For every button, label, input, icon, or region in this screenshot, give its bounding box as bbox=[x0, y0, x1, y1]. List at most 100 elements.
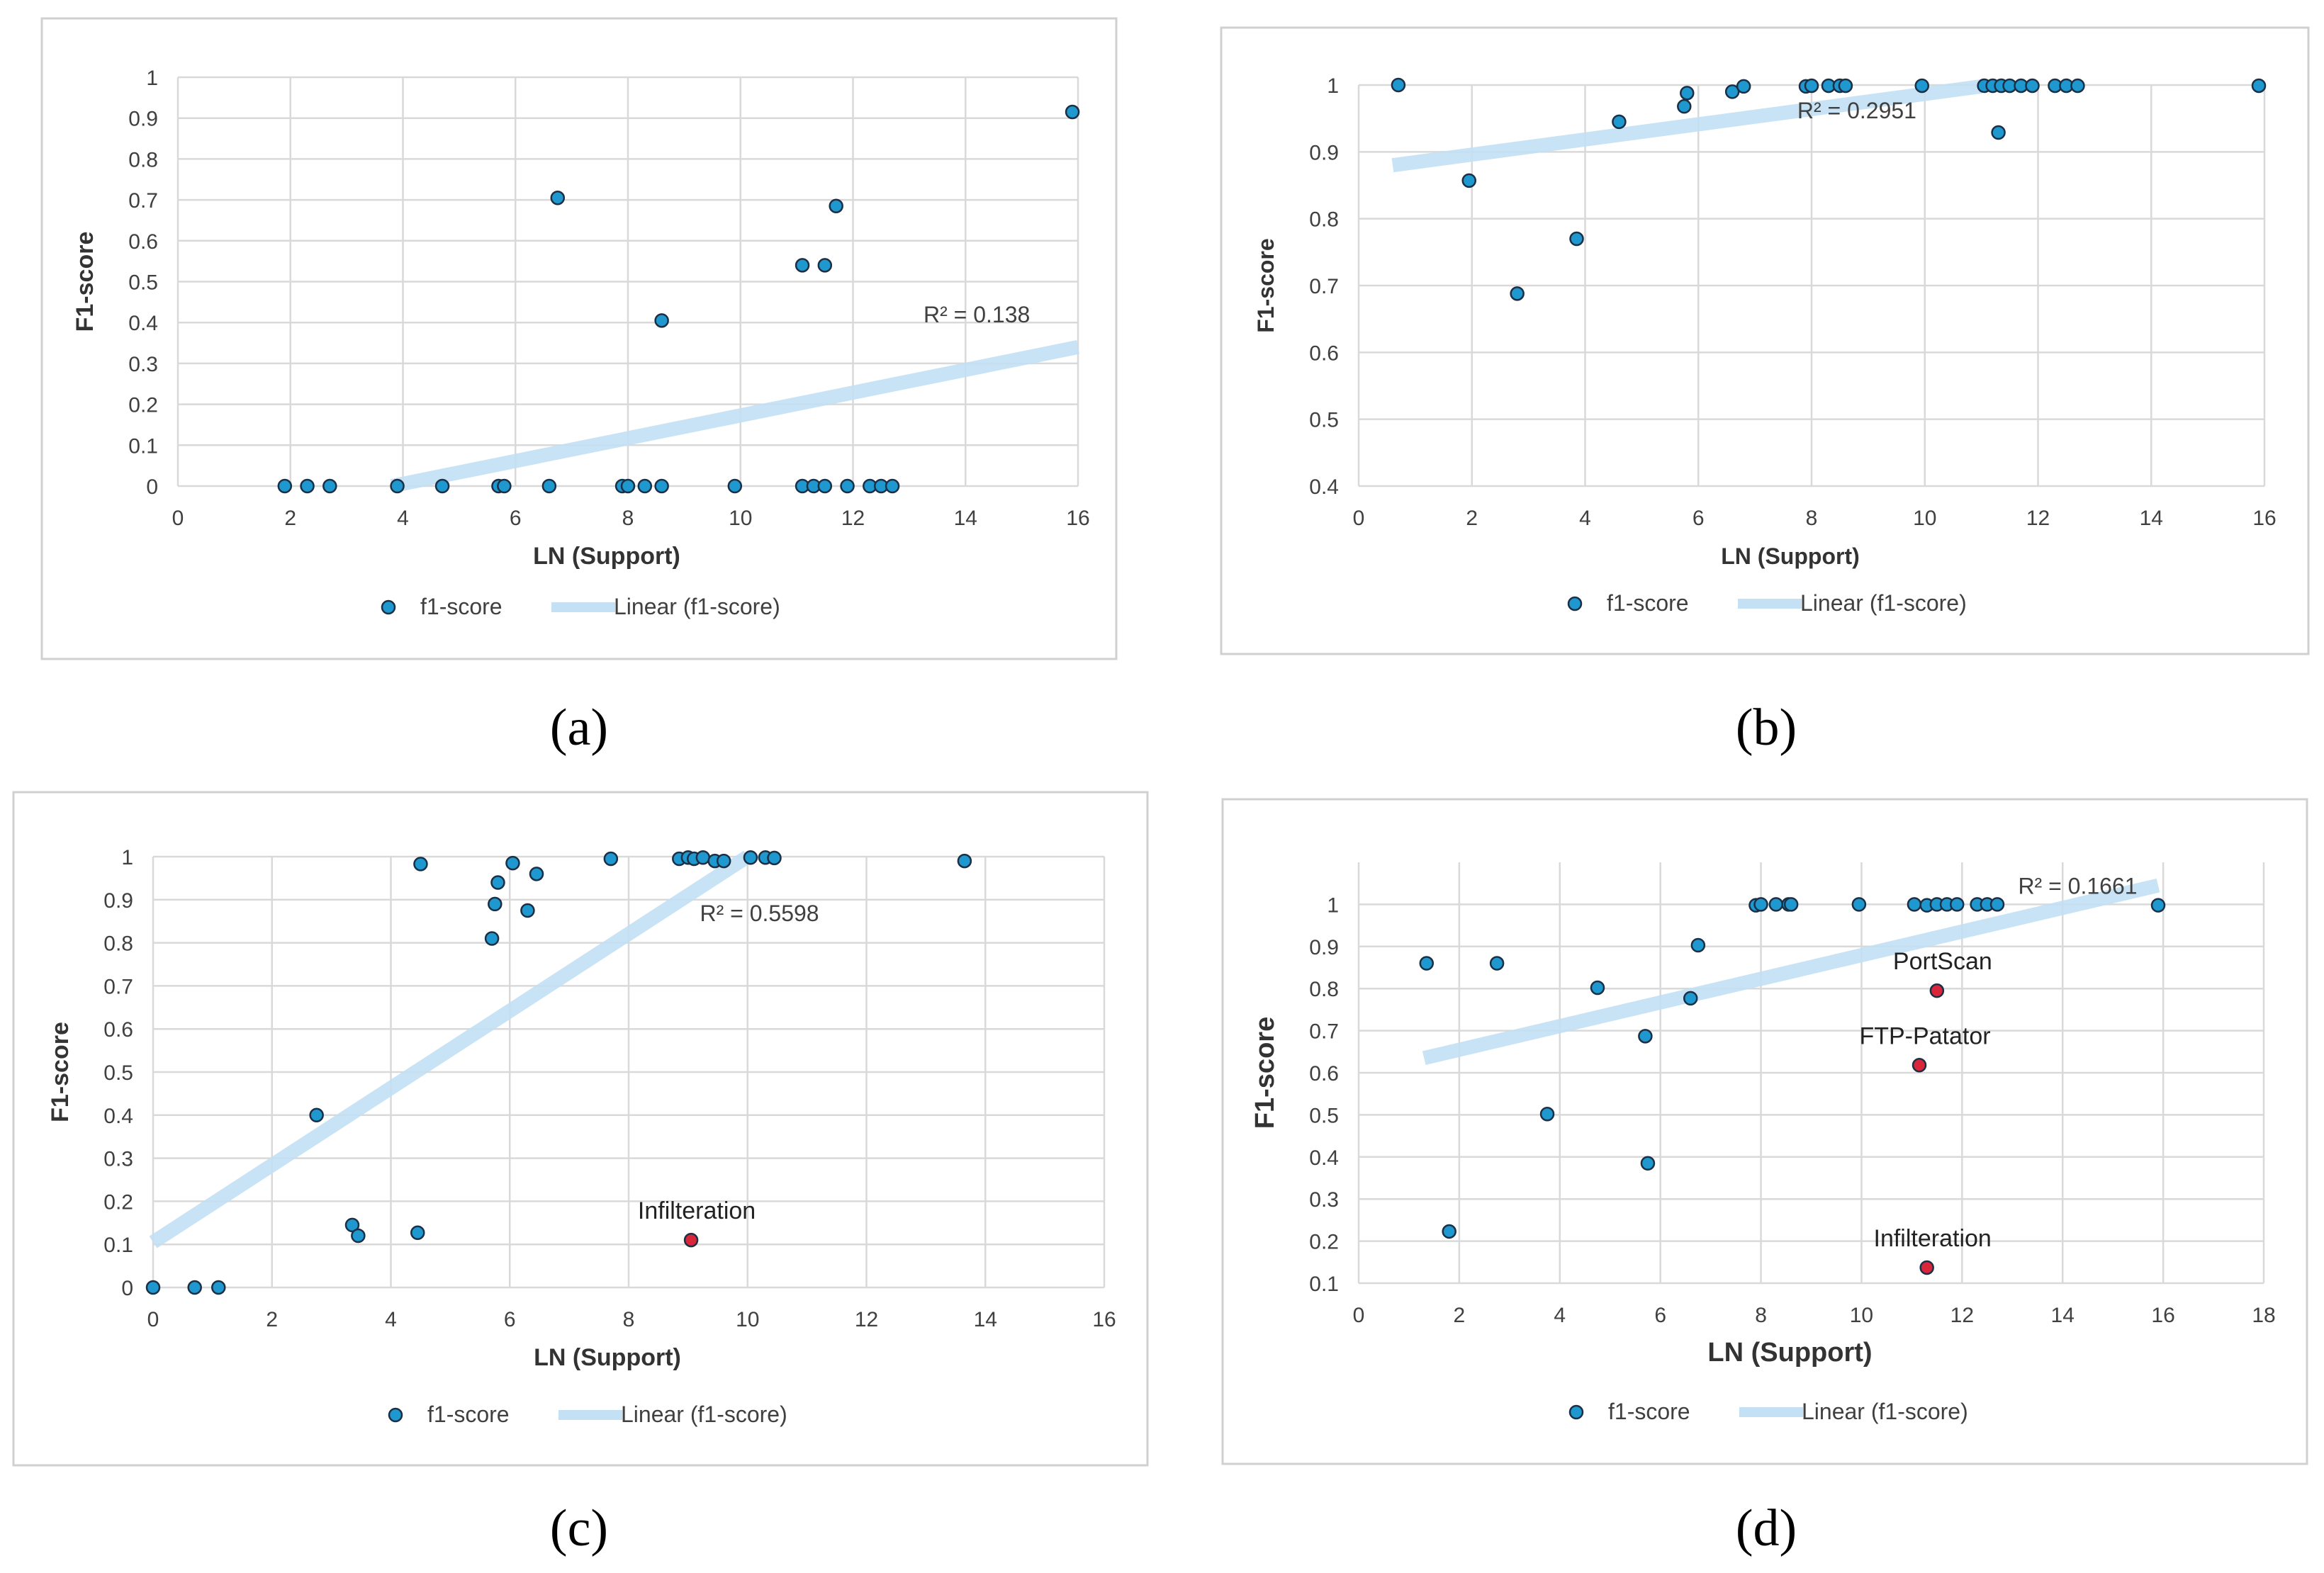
y-axis-label: F1-score bbox=[1253, 238, 1279, 332]
caption-c: (c) bbox=[549, 1499, 609, 1557]
x-tick-label: 8 bbox=[623, 1308, 635, 1331]
data-point bbox=[541, 478, 557, 494]
x-tick-label: 4 bbox=[1579, 507, 1591, 530]
data-point bbox=[1461, 173, 1477, 188]
data-point bbox=[1683, 991, 1698, 1006]
x-tick-label: 8 bbox=[1755, 1304, 1767, 1327]
x-tick-label: 0 bbox=[1353, 507, 1365, 530]
data-point bbox=[390, 478, 405, 494]
y-tick-label: 0.5 bbox=[1309, 1104, 1339, 1127]
data-point bbox=[2070, 78, 2085, 94]
x-tick-label: 14 bbox=[954, 507, 977, 530]
data-point bbox=[1690, 937, 1706, 953]
data-point bbox=[1680, 86, 1695, 101]
data-point bbox=[300, 478, 315, 494]
y-tick-label: 0.1 bbox=[128, 434, 158, 458]
data-point bbox=[344, 1217, 360, 1233]
legend-marker bbox=[1568, 1404, 1584, 1420]
data-point bbox=[1590, 980, 1605, 996]
x-tick-label: 10 bbox=[1850, 1304, 1873, 1327]
y-tick-label: 0 bbox=[121, 1277, 133, 1300]
data-point bbox=[1442, 1224, 1456, 1239]
x-tick-label: 12 bbox=[841, 507, 865, 530]
data-point bbox=[351, 1228, 366, 1244]
y-tick-label: 0.8 bbox=[1309, 208, 1339, 232]
x-tick-label: 8 bbox=[622, 507, 634, 530]
y-tick-label: 0.7 bbox=[103, 975, 133, 998]
data-point bbox=[550, 190, 566, 205]
data-point bbox=[1768, 897, 1784, 912]
chart-frame bbox=[1220, 26, 2310, 655]
x-tick-label: 12 bbox=[1950, 1304, 1974, 1327]
data-point bbox=[410, 1225, 425, 1241]
x-tick-label: 16 bbox=[1092, 1308, 1116, 1331]
legend-marker bbox=[381, 599, 396, 615]
data-point bbox=[1391, 77, 1406, 93]
y-axis-label: F1-score bbox=[72, 232, 99, 332]
data-point bbox=[795, 258, 810, 273]
data-point bbox=[1838, 78, 1853, 94]
data-point bbox=[1677, 98, 1692, 114]
x-tick-label: 16 bbox=[1066, 507, 1089, 530]
data-point bbox=[654, 313, 669, 328]
y-tick-label: 0.8 bbox=[128, 148, 158, 171]
data-point bbox=[1640, 1156, 1656, 1171]
y-axis-label: F1-score bbox=[47, 1022, 74, 1122]
x-tick-label: 4 bbox=[385, 1308, 397, 1331]
data-point bbox=[490, 875, 505, 890]
legend-trend-label: Linear (f1-score) bbox=[1800, 590, 1967, 616]
data-point bbox=[637, 478, 653, 494]
data-point bbox=[211, 1280, 226, 1295]
data-point bbox=[1612, 114, 1627, 130]
x-tick-label: 6 bbox=[1693, 507, 1705, 530]
legend-series-label: f1-score bbox=[1607, 590, 1689, 616]
data-point bbox=[529, 867, 544, 881]
y-tick-label: 0.6 bbox=[103, 1018, 133, 1042]
legend-marker bbox=[388, 1407, 403, 1423]
x-axis-label: LN (Support) bbox=[1721, 543, 1860, 569]
data-point bbox=[505, 855, 520, 871]
x-tick-label: 10 bbox=[729, 507, 752, 530]
chart-panel-c: 0 2 4 6 8 10 12 14 16 0 0.1 0.2 0.3 0.4 0.5 0.6 0.7 0.8 0.… bbox=[12, 791, 1149, 1467]
data-point bbox=[1736, 79, 1751, 94]
chart-panel-d: 0 2 4 6 8 10 12 14 16 18 0.1 0.2 0.3 0.4 0.5 0.6 0.7 0.8 0… bbox=[1221, 798, 2308, 1465]
y-tick-label: 0.5 bbox=[103, 1061, 133, 1085]
y-tick-label: 0.6 bbox=[128, 230, 158, 254]
x-tick-label: 2 bbox=[1466, 507, 1478, 530]
y-tick-label: 0.1 bbox=[1309, 1273, 1339, 1296]
data-point bbox=[145, 1280, 161, 1295]
x-tick-label: 4 bbox=[397, 507, 409, 530]
trendline bbox=[1422, 878, 2160, 1065]
x-tick-label: 0 bbox=[1353, 1304, 1365, 1327]
data-point bbox=[1638, 1029, 1653, 1044]
y-tick-label: 0.6 bbox=[1309, 342, 1339, 365]
y-tick-label: 0.8 bbox=[1309, 978, 1339, 1001]
highlight-point bbox=[683, 1232, 699, 1248]
chart-panel-b: 0 2 4 6 8 10 12 14 16 0.4 0.5 0.6 0.7 0.8 0.9 1 LN (Supp… bbox=[1220, 26, 2310, 655]
y-tick-label: 0.9 bbox=[1309, 936, 1339, 959]
y-tick-label: 0.3 bbox=[103, 1148, 133, 1171]
trendline bbox=[149, 850, 752, 1248]
legend-series-label: f1-score bbox=[420, 594, 503, 619]
data-point bbox=[187, 1280, 202, 1295]
y-tick-label: 0.4 bbox=[1309, 1146, 1339, 1170]
y-tick-label: 0.9 bbox=[128, 108, 158, 131]
chart-frame bbox=[12, 791, 1149, 1467]
legend-trend-label: Linear (f1-score) bbox=[1802, 1399, 1968, 1424]
trendline bbox=[1391, 79, 1982, 173]
caption-b: (b) bbox=[1735, 699, 1797, 757]
scatter-chart-c: 0 2 4 6 8 10 12 14 16 0 0.1 0.2 0.3 0.4 0.5 0.6 0.7 0.8 0.… bbox=[12, 791, 1149, 1467]
scatter-chart-b: 0 2 4 6 8 10 12 14 16 0.4 0.5 0.6 0.7 0.8 0.9 1 LN (Supp… bbox=[1220, 26, 2310, 655]
y-tick-label: 0.2 bbox=[103, 1190, 133, 1214]
y-tick-label: 0.2 bbox=[1309, 1231, 1339, 1254]
data-point bbox=[603, 851, 619, 867]
data-point bbox=[1724, 84, 1740, 99]
y-tick-label: 0.3 bbox=[128, 353, 158, 376]
data-point bbox=[1783, 897, 1799, 912]
data-point bbox=[840, 478, 855, 494]
data-point bbox=[322, 478, 337, 494]
x-tick-label: 10 bbox=[1913, 507, 1936, 530]
data-point bbox=[2025, 78, 2040, 94]
caption-d: (d) bbox=[1735, 1499, 1797, 1557]
highlight-label: Infilteration bbox=[638, 1197, 756, 1224]
